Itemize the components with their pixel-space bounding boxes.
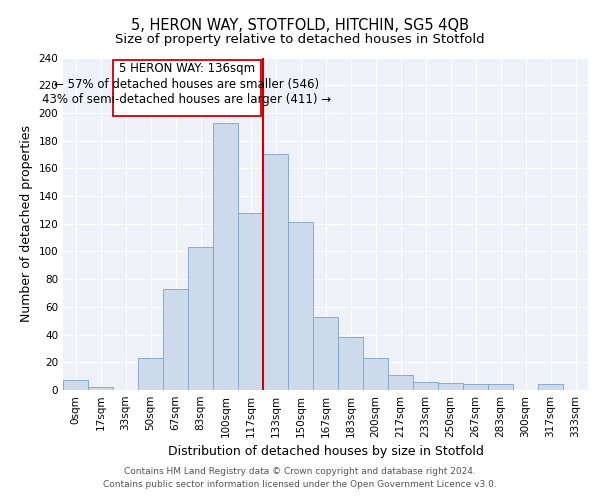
Text: 5, HERON WAY, STOTFOLD, HITCHIN, SG5 4QB: 5, HERON WAY, STOTFOLD, HITCHIN, SG5 4QB — [131, 18, 469, 32]
Bar — [213, 122, 238, 390]
Bar — [63, 380, 88, 390]
Bar — [363, 358, 388, 390]
FancyBboxPatch shape — [113, 60, 260, 116]
Text: Contains HM Land Registry data © Crown copyright and database right 2024.: Contains HM Land Registry data © Crown c… — [124, 467, 476, 476]
Bar — [88, 387, 113, 390]
Bar — [313, 316, 338, 390]
Bar — [463, 384, 488, 390]
Bar — [138, 358, 163, 390]
Bar — [338, 338, 363, 390]
Bar — [413, 382, 438, 390]
Bar — [538, 384, 563, 390]
Text: ← 57% of detached houses are smaller (546): ← 57% of detached houses are smaller (54… — [54, 78, 319, 90]
Text: 43% of semi-detached houses are larger (411) →: 43% of semi-detached houses are larger (… — [42, 94, 331, 106]
X-axis label: Distribution of detached houses by size in Stotfold: Distribution of detached houses by size … — [167, 446, 484, 458]
Bar — [263, 154, 288, 390]
Y-axis label: Number of detached properties: Number of detached properties — [20, 125, 33, 322]
Bar — [238, 212, 263, 390]
Text: Size of property relative to detached houses in Stotfold: Size of property relative to detached ho… — [115, 32, 485, 46]
Bar — [488, 384, 513, 390]
Bar — [438, 383, 463, 390]
Bar — [288, 222, 313, 390]
Text: Contains public sector information licensed under the Open Government Licence v3: Contains public sector information licen… — [103, 480, 497, 489]
Bar — [388, 375, 413, 390]
Bar — [163, 289, 188, 390]
Bar — [188, 248, 213, 390]
Text: 5 HERON WAY: 136sqm: 5 HERON WAY: 136sqm — [119, 62, 255, 74]
